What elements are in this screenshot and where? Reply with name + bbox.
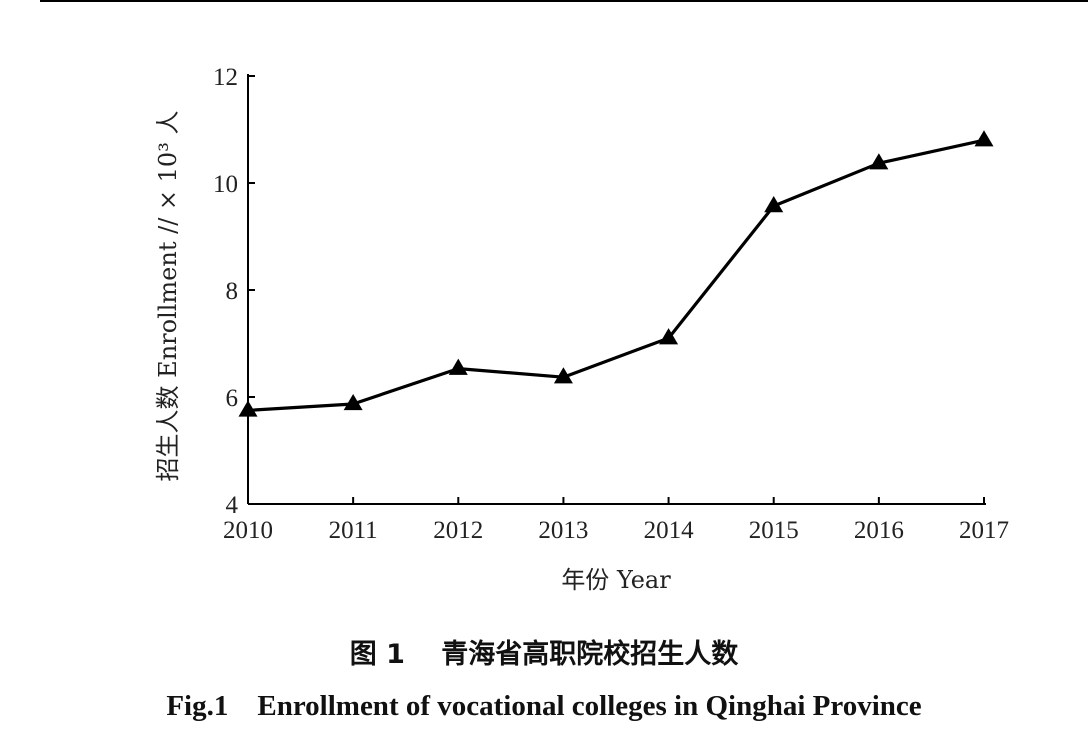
y-tick-label: 12 xyxy=(213,64,238,91)
data-point-marker xyxy=(764,196,784,213)
data-point-marker xyxy=(448,358,468,375)
top-rule xyxy=(40,0,1088,2)
x-axis-label: 年份 Year xyxy=(561,566,671,594)
x-tick-label: 2013 xyxy=(538,517,588,544)
chart-series xyxy=(238,130,994,417)
figure-caption-en: Fig.1 Enrollment of vocational colleges … xyxy=(166,690,922,722)
series-line xyxy=(247,138,985,412)
data-point-marker xyxy=(238,400,258,417)
chart-axes xyxy=(247,74,986,505)
data-point-marker xyxy=(974,130,994,147)
x-tick-label: 2011 xyxy=(329,517,378,544)
y-tick-label: 8 xyxy=(226,278,239,305)
y-tick-label: 6 xyxy=(226,385,239,412)
data-point-marker xyxy=(553,367,573,384)
x-tick-label: 2017 xyxy=(959,517,1009,544)
figure-caption-zh: 图 1 青海省高职院校招生人数 xyxy=(349,639,739,670)
y-axis-label: 招生人数 Enrollment // × 10³ 人 xyxy=(154,111,182,482)
x-tick-label: 2010 xyxy=(223,517,273,544)
data-point-marker xyxy=(659,328,679,345)
enrollment-line-chart: 2010 2011 2012 2013 2014 2015 2016 20174681012 … xyxy=(154,64,1009,594)
chart-ticks: 2010 2011 2012 2013 2014 2015 2016 2017 4 6 8 10 12 xyxy=(213,64,1009,544)
y-tick-label: 4 xyxy=(226,492,239,519)
x-tick-label: 2014 xyxy=(644,517,695,544)
y-tick-label: 10 xyxy=(213,171,238,198)
x-tick-label: 2012 xyxy=(433,517,483,544)
data-point-marker xyxy=(343,393,363,411)
x-tick-label: 2015 xyxy=(749,517,799,544)
data-point-marker xyxy=(869,153,889,170)
x-tick-label: 2016 xyxy=(854,517,904,544)
